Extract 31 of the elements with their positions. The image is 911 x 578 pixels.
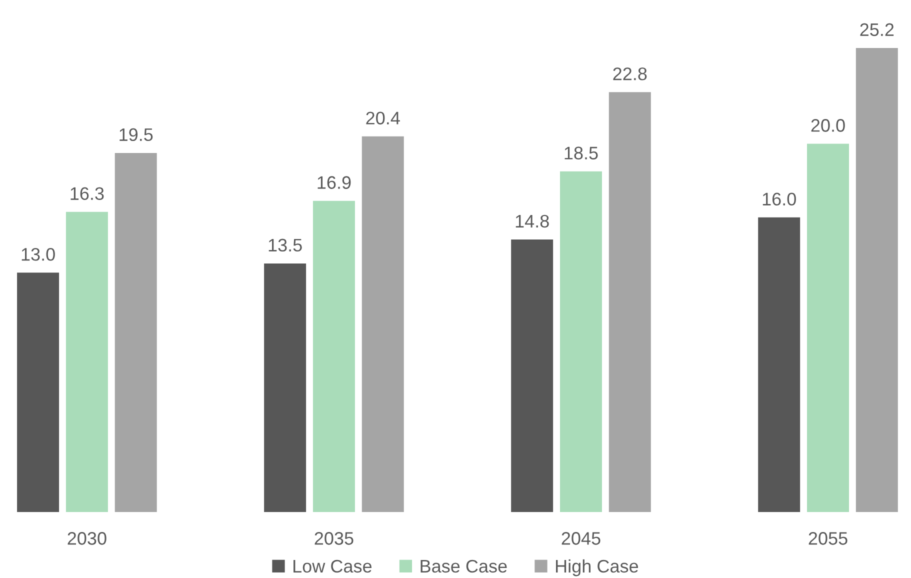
data-label: 19.5 xyxy=(120,128,153,142)
bar xyxy=(608,92,651,512)
x-tick-label: 2035 xyxy=(314,532,354,545)
data-label: 20.4 xyxy=(366,112,400,124)
legend-label: High Case xyxy=(556,559,638,576)
data-label: 16.3 xyxy=(70,187,104,200)
data-label: 25.2 xyxy=(860,23,894,36)
bar xyxy=(560,171,602,512)
bar xyxy=(362,136,404,512)
data-label: 13.0 xyxy=(22,248,55,261)
bar xyxy=(264,263,306,512)
legend-label: Low Case xyxy=(294,560,372,573)
x-tick-label: 2030 xyxy=(68,532,106,545)
bar xyxy=(17,272,60,512)
bar xyxy=(66,212,108,512)
data-label: 16.0 xyxy=(762,192,796,206)
bar xyxy=(511,240,554,512)
bar xyxy=(758,217,800,512)
data-label: 14.8 xyxy=(516,214,549,228)
data-label: 16.9 xyxy=(318,176,351,189)
legend-label: Base Case xyxy=(420,560,507,573)
data-label: 18.5 xyxy=(564,146,598,160)
x-tick-label: 2045 xyxy=(562,532,600,545)
data-label: 13.5 xyxy=(268,238,302,252)
bar xyxy=(856,48,898,512)
bar xyxy=(807,144,849,512)
data-label: 20.0 xyxy=(811,119,845,132)
bar xyxy=(312,200,355,512)
x-tick-label: 2055 xyxy=(808,532,848,545)
bar xyxy=(114,152,157,512)
data-label: 22.8 xyxy=(613,67,647,80)
